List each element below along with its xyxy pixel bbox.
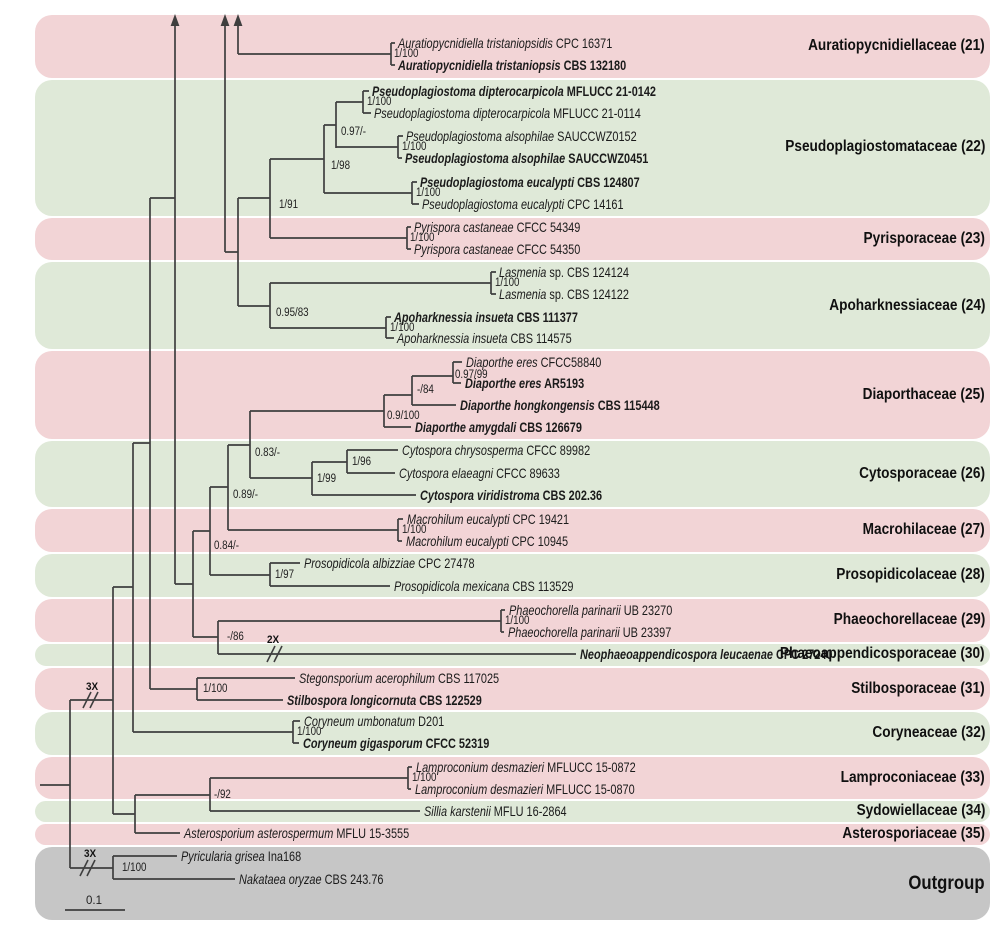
taxon-label: Pseudoplagiostoma dipterocarpicola MFLUC…	[372, 83, 656, 99]
family-band-outgroup	[35, 847, 990, 920]
family-label: Diaporthaceae (25)	[862, 386, 985, 403]
family-band-coryneaceae	[35, 712, 990, 755]
taxon-label: Nakataea oryzae CBS 243.76	[239, 871, 384, 887]
taxon-label: Prosopidicola albizziae CPC 27478	[304, 555, 475, 571]
outgroup-label: Outgroup	[908, 873, 985, 894]
taxon-label: Phaeochorella parinarii UB 23397	[508, 624, 672, 640]
taxon-label: Auratiopycnidiella tristaniopsis CBS 132…	[398, 57, 627, 73]
taxon-label: Pseudoplagiostoma alsophilae SAUCCWZ0451	[405, 150, 649, 166]
support-value: 1/100	[410, 232, 435, 244]
support-value: 1/100	[416, 187, 441, 199]
support-value: 1/100	[495, 277, 520, 289]
support-value: 1/91	[279, 199, 299, 211]
taxon-label: Pseudoplagiostoma dipterocarpicola MFLUC…	[374, 105, 641, 121]
family-label: Pseudoplagiostomataceae (22)	[784, 138, 985, 155]
taxon-label: Asterosporium asterospermum MFLU 15-3555	[184, 825, 410, 841]
taxon-label: Cytospora elaeagni CFCC 89633	[399, 465, 560, 481]
taxon-label: Macrohilum eucalypti CPC 10945	[406, 533, 569, 549]
taxon-label: Macrohilum eucalypti CPC 19421	[407, 511, 570, 527]
support-value: 1/100	[203, 683, 228, 695]
support-value: 1/96	[352, 456, 372, 468]
family-band-stilbosporaceae	[35, 668, 990, 710]
support-value: 1/100	[297, 726, 322, 738]
support-value: 1/100	[505, 615, 530, 627]
support-value: 1/100	[394, 48, 419, 60]
family-label: Stilbosporaceae (31)	[851, 680, 985, 697]
taxon-label: Neophaeoappendicospora leucaenae CPC 272…	[580, 646, 833, 662]
family-label: Coryneaceae (32)	[872, 724, 985, 741]
taxon-label: Lamproconium desmazieri MFLUCC 15-0872	[416, 759, 636, 775]
taxon-label: Lasmenia sp. CBS 124122	[499, 286, 629, 302]
taxon-label: Diaporthe amygdali CBS 126679	[415, 419, 582, 435]
support-value: 0.83/-	[255, 447, 281, 459]
taxon-label: Pyrispora castaneae CFCC 54349	[414, 219, 581, 235]
family-label: Apoharknessiaceae (24)	[828, 297, 985, 314]
support-value: 1/100	[390, 322, 415, 334]
support-value: 0.89/-	[233, 489, 259, 501]
taxon-label: Phaeochorella parinarii UB 23270	[509, 602, 673, 618]
taxon-label: Pseudoplagiostoma alsophilae SAUCCWZ0152	[406, 128, 637, 144]
taxon-label: Stegonsporium acerophilum CBS 117025	[299, 670, 500, 686]
taxon-label: Coryneum umbonatum D201	[304, 713, 445, 729]
taxon-label: Pyricularia grisea Ina168	[181, 848, 302, 864]
branch-break-label: 3X	[86, 681, 99, 693]
family-label: Auratiopycnidiellaceae (21)	[808, 37, 985, 54]
taxon-label: Cytospora chrysosperma CFCC 89982	[402, 442, 591, 458]
scale-bar-label: 0.1	[86, 895, 102, 907]
support-value: 0.97/99	[455, 369, 488, 381]
support-value: 1/97	[275, 569, 295, 581]
taxon-label: Prosopidicola mexicana CBS 113529	[394, 578, 574, 594]
taxon-label: Pseudoplagiostoma eucalypti CPC 14161	[422, 196, 624, 212]
support-value: 1/100	[402, 524, 427, 536]
taxon-label: Cytospora viridistroma CBS 202.36	[420, 487, 603, 503]
taxon-label: Sillia karstenii MFLU 16-2864	[424, 803, 567, 819]
taxon-label: Coryneum gigasporum CFCC 52319	[303, 735, 490, 751]
taxon-label: Apoharknessia insueta CBS 114575	[397, 330, 572, 346]
family-label: Asterosporiaceae (35)	[842, 825, 985, 842]
support-value: 1/100	[122, 862, 147, 874]
support-value: 0.9/100	[387, 410, 420, 422]
support-value: 1/100	[412, 772, 437, 784]
family-label: Phaeoappendicosporaceae (30)	[780, 645, 985, 662]
taxon-label: Pyrispora castaneae CFCC 54350	[414, 241, 581, 257]
family-label: Sydowiellaceae (34)	[856, 802, 985, 819]
support-value: 0.97/-	[341, 126, 367, 138]
support-value: -/84	[417, 384, 434, 396]
taxon-label: Lasmenia sp. CBS 124124	[499, 264, 629, 280]
family-label: Pyrisporaceae (23)	[863, 230, 985, 247]
support-value: -/86	[227, 631, 244, 643]
support-value: -/92	[214, 789, 231, 801]
taxon-label: Pseudoplagiostoma eucalypti CBS 124807	[420, 174, 640, 190]
branch-break-label: 2X	[267, 634, 280, 646]
family-label: Prosopidicolaceae (28)	[836, 566, 985, 583]
support-value: 1/100	[367, 96, 392, 108]
family-label: Lamproconiaceae (33)	[840, 769, 985, 786]
family-label: Macrohilaceae (27)	[862, 521, 985, 538]
support-value: 0.95/83	[276, 307, 309, 319]
taxon-label: Diaporthe hongkongensis CBS 115448	[460, 397, 660, 413]
family-label: Phaeochorellaceae (29)	[833, 611, 985, 628]
branch-break-label: 3X	[84, 848, 97, 860]
support-value: 1/98	[331, 160, 351, 172]
support-value: 1/100	[402, 141, 427, 153]
family-label: Cytosporaceae (26)	[859, 465, 985, 482]
taxon-label: Lamproconium desmazieri MFLUCC 15-0870	[415, 781, 635, 797]
taxon-label: Diaporthe eres CFCC58840	[466, 354, 602, 370]
taxon-label: Apoharknessia insueta CBS 111377	[394, 309, 578, 325]
taxon-label: Diaporthe eres AR5193	[465, 375, 585, 391]
taxon-label: Stilbospora longicornuta CBS 122529	[287, 692, 482, 708]
taxon-label: Auratiopycnidiella tristaniopsidis CPC 1…	[398, 35, 613, 51]
support-value: 0.84/-	[214, 540, 240, 552]
support-value: 1/99	[317, 473, 337, 485]
